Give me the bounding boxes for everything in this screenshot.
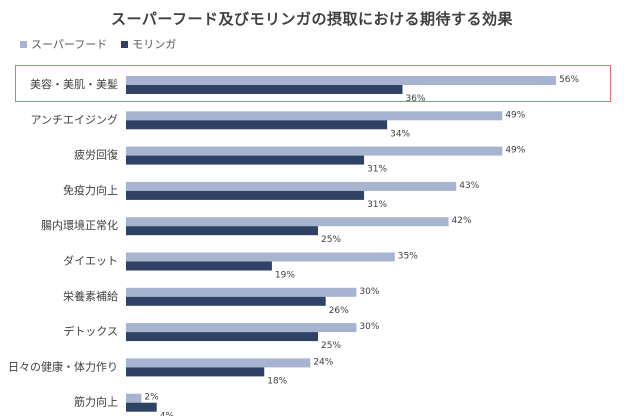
bar-superfood (126, 76, 557, 85)
value-label-superfood: 30% (359, 322, 379, 332)
bar-moringa (126, 226, 318, 236)
legend-item-moringa: モリンガ (121, 36, 176, 52)
value-label-moringa: 4% (160, 412, 175, 416)
category-label: 美容・美肌・美髪 (30, 77, 118, 91)
category-label: 日々の健康・体力作り (8, 359, 118, 373)
value-label-superfood: 49% (505, 146, 525, 156)
category-label: アンチエイジング (30, 112, 118, 126)
bar-moringa (126, 190, 365, 200)
value-label-moringa: 36% (405, 94, 425, 104)
value-label-moringa: 25% (321, 341, 341, 351)
category-label: 腸内環境正常化 (41, 218, 118, 232)
bar-moringa (126, 85, 403, 94)
bar-moringa (126, 367, 265, 377)
value-label-superfood: 2% (144, 393, 159, 403)
value-label-moringa: 25% (321, 235, 341, 245)
bar-superfood (126, 323, 357, 333)
value-label-superfood: 42% (452, 216, 472, 226)
value-label-superfood: 56% (559, 75, 579, 85)
legend-swatch-moringa (121, 40, 129, 48)
value-label-moringa: 18% (267, 376, 287, 386)
bar-superfood (126, 393, 142, 403)
category-label: 疲労回復 (74, 148, 118, 162)
bar-superfood (126, 287, 357, 297)
bar-superfood (126, 181, 457, 191)
bar-superfood (126, 146, 503, 156)
bar-superfood (126, 217, 449, 227)
value-label-moringa: 26% (329, 306, 349, 316)
bar-superfood (126, 111, 503, 121)
value-label-moringa: 31% (367, 165, 387, 175)
category-label: デトックス (63, 324, 118, 338)
category-label: ダイエット (63, 254, 118, 268)
value-label-superfood: 35% (398, 252, 418, 262)
bar-moringa (126, 261, 272, 271)
legend-label-moringa: モリンガ (132, 38, 177, 51)
category-label: 栄養素補給 (63, 289, 118, 303)
value-label-superfood: 30% (359, 287, 379, 297)
legend-swatch-superfood (20, 40, 27, 48)
bar-moringa (126, 296, 326, 306)
value-label-moringa: 31% (367, 200, 387, 210)
bar-moringa (126, 402, 157, 412)
value-label-superfood: 24% (313, 357, 333, 367)
category-label: 免疫力向上 (63, 183, 118, 197)
highlight-box (15, 65, 611, 102)
bar-superfood (126, 358, 311, 368)
legend-label-superfood: スーパーフード (31, 38, 108, 51)
category-label: 筋力向上 (74, 395, 118, 409)
chart-title: スーパーフード及びモリンガの摂取における期待する効果 (111, 10, 513, 28)
bar-moringa (126, 332, 318, 342)
value-label-superfood: 43% (459, 181, 479, 191)
bar-superfood (126, 252, 395, 262)
value-label-moringa: 19% (275, 271, 295, 281)
value-label-moringa: 34% (390, 129, 410, 139)
bar-moringa (126, 120, 388, 130)
legend-item-superfood: スーパーフード (20, 36, 107, 52)
legend: スーパーフード モリンガ (20, 36, 176, 52)
bar-moringa (126, 155, 365, 165)
value-label-superfood: 49% (505, 110, 525, 120)
